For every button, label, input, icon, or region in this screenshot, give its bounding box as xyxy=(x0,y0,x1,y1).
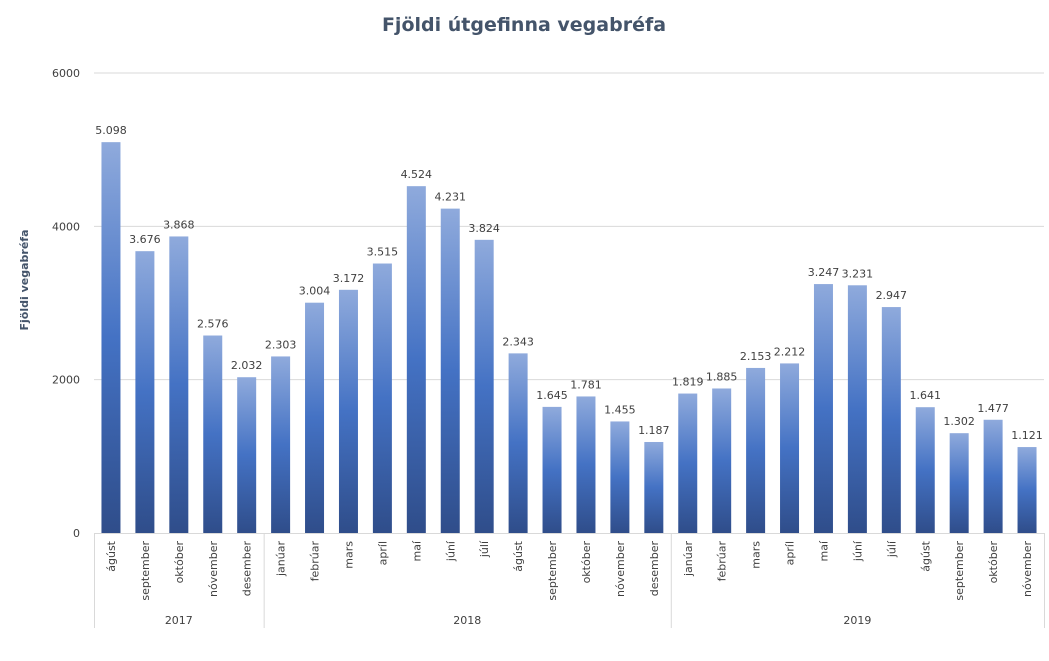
x-tick-label: ágúst xyxy=(105,540,118,571)
data-label: 4.231 xyxy=(435,191,467,204)
data-label: 1.302 xyxy=(943,415,975,428)
bar xyxy=(915,407,935,533)
data-label: 1.819 xyxy=(672,376,704,389)
x-tick-label: september xyxy=(139,541,152,601)
y-tick-label: 2000 xyxy=(52,374,80,387)
data-label: 1.645 xyxy=(536,389,568,402)
x-tick-label: ágúst xyxy=(919,540,932,571)
bar xyxy=(474,239,494,533)
bar xyxy=(440,208,460,533)
year-group-label: 2019 xyxy=(843,614,871,627)
data-label: 2.032 xyxy=(231,359,263,372)
x-tick-label: mars xyxy=(750,541,763,569)
y-tick-label: 4000 xyxy=(52,220,80,233)
x-tick-label: nóvember xyxy=(614,541,627,597)
bar xyxy=(610,421,630,533)
data-label: 1.477 xyxy=(977,402,1009,415)
x-tick-label: febrúar xyxy=(309,541,322,582)
data-label: 3.231 xyxy=(842,267,874,280)
bar xyxy=(406,186,426,533)
x-tick-label: júlí xyxy=(885,540,898,558)
bar xyxy=(983,419,1003,533)
x-tick-label: júní xyxy=(444,540,457,562)
x-tick-label: mars xyxy=(342,541,355,569)
y-tick-label: 6000 xyxy=(52,67,80,80)
bar xyxy=(169,236,189,533)
x-tick-label: júní xyxy=(851,540,864,562)
y-axis-ticks: 0 2000 4000 6000 xyxy=(52,67,80,540)
x-tick-label: október xyxy=(987,541,1000,584)
data-label: 3.004 xyxy=(299,285,331,298)
gridlines xyxy=(94,72,1044,381)
data-label: 2.947 xyxy=(876,289,908,302)
x-tick-label: febrúar xyxy=(716,541,729,582)
x-tick-label: ágúst xyxy=(512,540,525,571)
bar xyxy=(746,367,766,533)
bar xyxy=(847,285,867,533)
data-label: 1.641 xyxy=(910,389,942,402)
x-tick-label: apríl xyxy=(376,541,389,565)
data-label: 2.576 xyxy=(197,318,229,331)
data-label: 3.824 xyxy=(468,222,500,235)
bar xyxy=(1017,447,1037,533)
bar xyxy=(678,393,698,533)
data-label: 3.515 xyxy=(367,246,399,259)
x-tick-label: september xyxy=(953,541,966,601)
data-label: 2.153 xyxy=(740,350,772,363)
bar xyxy=(271,356,291,533)
bar xyxy=(813,284,833,533)
bar xyxy=(338,289,358,533)
data-label: 2.303 xyxy=(265,338,297,351)
x-tick-label: maí xyxy=(410,540,423,561)
x-tick-label: apríl xyxy=(784,541,797,565)
y-tick-label: 0 xyxy=(73,527,80,540)
x-tick-label: nóvember xyxy=(207,541,220,597)
x-tick-label: janúar xyxy=(682,541,695,577)
x-tick-label: júlí xyxy=(478,540,491,558)
bar xyxy=(203,335,223,533)
bar xyxy=(644,441,664,533)
data-label: 3.172 xyxy=(333,272,365,285)
x-tick-label: september xyxy=(546,541,559,601)
data-label: 3.676 xyxy=(129,233,161,246)
bar xyxy=(305,302,325,533)
chart-title: Fjöldi útgefinna vegabréfa xyxy=(382,14,666,36)
year-group-label: 2017 xyxy=(165,614,193,627)
data-label: 1.455 xyxy=(604,403,636,416)
x-tick-label: desember xyxy=(648,541,661,597)
bar xyxy=(101,142,121,534)
year-group-label: 2018 xyxy=(453,614,481,627)
data-label: 1.781 xyxy=(570,378,602,391)
data-label: 1.885 xyxy=(706,370,738,383)
bar xyxy=(135,251,155,533)
x-tick-label: maí xyxy=(817,540,830,561)
data-label: 4.524 xyxy=(401,168,433,181)
data-label: 2.212 xyxy=(774,345,806,358)
bar xyxy=(237,377,257,533)
bar xyxy=(576,396,596,533)
bar xyxy=(780,363,800,533)
x-tick-label: október xyxy=(580,541,593,584)
data-label: 1.121 xyxy=(1011,429,1043,442)
x-tick-label: desember xyxy=(241,541,254,597)
bar xyxy=(542,406,562,533)
data-label: 3.247 xyxy=(808,266,840,279)
x-axis: ágúst september október nóvember desember jan… xyxy=(94,533,1045,628)
bars xyxy=(101,142,1037,534)
x-tick-label: nóvember xyxy=(1021,541,1034,597)
data-label: 3.868 xyxy=(163,218,195,231)
bar xyxy=(881,307,901,533)
bar xyxy=(508,353,528,533)
data-label: 5.098 xyxy=(95,124,127,137)
x-tick-label: október xyxy=(173,541,186,584)
bar xyxy=(372,263,392,533)
data-label: 2.343 xyxy=(502,335,534,348)
x-tick-label: janúar xyxy=(275,541,288,577)
y-axis-label: Fjöldi vegabréfa xyxy=(18,230,31,331)
bar xyxy=(949,433,969,533)
bar xyxy=(712,388,732,533)
data-label: 1.187 xyxy=(638,424,670,437)
